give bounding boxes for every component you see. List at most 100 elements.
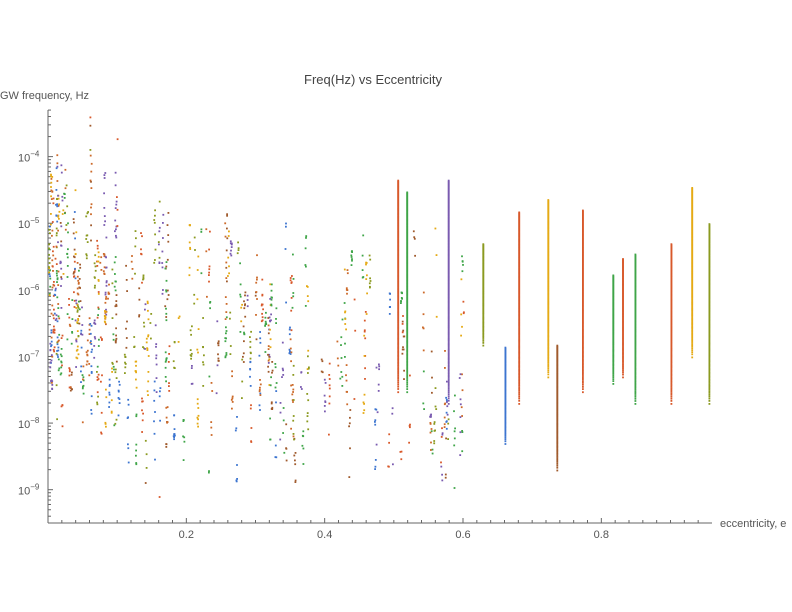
data-point xyxy=(155,391,158,393)
column-point xyxy=(504,414,507,417)
data-point xyxy=(115,234,117,237)
column-point xyxy=(547,234,550,237)
data-point xyxy=(164,351,167,354)
column-point xyxy=(634,360,637,363)
data-point xyxy=(60,278,63,280)
data-point xyxy=(97,345,100,347)
column-point xyxy=(582,361,584,364)
column-point xyxy=(406,303,409,306)
column-point xyxy=(634,370,637,373)
data-point xyxy=(422,326,424,329)
column-point xyxy=(518,393,521,396)
data-point xyxy=(100,432,103,435)
column-point xyxy=(708,284,711,287)
data-point xyxy=(374,465,377,468)
data-point xyxy=(56,198,59,200)
column-point xyxy=(397,341,400,344)
column-point xyxy=(482,315,485,318)
data-point xyxy=(60,267,63,270)
data-point xyxy=(409,374,411,377)
column-point xyxy=(406,337,409,340)
column-point xyxy=(708,311,711,313)
data-point xyxy=(391,412,394,415)
data-point xyxy=(108,378,111,381)
data-point xyxy=(153,399,156,402)
data-point xyxy=(105,396,108,399)
data-point xyxy=(74,189,77,192)
column-point xyxy=(634,335,637,338)
data-point xyxy=(183,436,186,439)
data-point xyxy=(440,465,443,468)
data-point xyxy=(227,275,229,277)
column-point xyxy=(547,286,550,288)
column-point xyxy=(518,247,521,250)
column-point xyxy=(556,376,559,379)
data-point xyxy=(194,249,196,251)
column-point xyxy=(634,343,637,345)
column-point xyxy=(397,257,400,259)
data-point xyxy=(51,234,53,237)
column-point xyxy=(582,300,584,303)
data-point xyxy=(178,315,181,318)
column-point xyxy=(504,397,507,400)
data-point xyxy=(340,371,343,373)
data-point xyxy=(388,313,391,315)
column-point xyxy=(612,347,615,350)
data-point xyxy=(105,281,108,284)
data-point xyxy=(446,405,449,408)
column-point xyxy=(547,274,550,277)
column-point xyxy=(504,391,507,394)
x-tick-label: 0.4 xyxy=(317,529,332,541)
column-point xyxy=(518,301,521,304)
column-point xyxy=(547,365,550,368)
column-point xyxy=(406,268,409,271)
data-point xyxy=(274,444,277,447)
column-point xyxy=(622,331,624,334)
column-point xyxy=(547,299,550,302)
column-point xyxy=(622,307,624,309)
data-point xyxy=(168,353,170,355)
column-point xyxy=(708,291,711,294)
column-point xyxy=(691,293,694,296)
column-point xyxy=(482,319,485,322)
data-point xyxy=(304,247,307,250)
column-point xyxy=(406,276,409,279)
data-point xyxy=(292,292,295,294)
column-point xyxy=(670,364,673,367)
data-point xyxy=(275,401,277,404)
column-point xyxy=(406,342,409,345)
column-point xyxy=(406,211,409,214)
column-point xyxy=(504,402,507,404)
data-point xyxy=(202,385,205,387)
data-point xyxy=(441,479,444,482)
column-point xyxy=(582,250,584,253)
column-point xyxy=(670,356,673,359)
column-point xyxy=(447,295,450,297)
column-point xyxy=(612,327,615,330)
data-point xyxy=(114,289,117,292)
column-point xyxy=(622,265,624,267)
data-point xyxy=(290,309,293,312)
column-point xyxy=(397,316,400,319)
data-point xyxy=(271,369,274,372)
column-point xyxy=(406,299,409,302)
column-point xyxy=(447,268,450,270)
column-point xyxy=(406,261,409,264)
data-point xyxy=(77,318,79,320)
data-point xyxy=(243,331,245,334)
column-point xyxy=(518,370,521,373)
data-point xyxy=(108,406,110,408)
data-point xyxy=(133,346,135,348)
column-point xyxy=(406,310,409,313)
column-point xyxy=(482,320,485,323)
data-point xyxy=(259,383,262,386)
column-point xyxy=(447,347,450,350)
column-point xyxy=(582,209,584,212)
column-point xyxy=(482,288,485,290)
data-point xyxy=(48,271,50,274)
data-point xyxy=(49,349,52,351)
column-point xyxy=(691,206,694,209)
column-point xyxy=(547,270,550,273)
data-point xyxy=(337,364,340,367)
data-point xyxy=(291,393,294,396)
